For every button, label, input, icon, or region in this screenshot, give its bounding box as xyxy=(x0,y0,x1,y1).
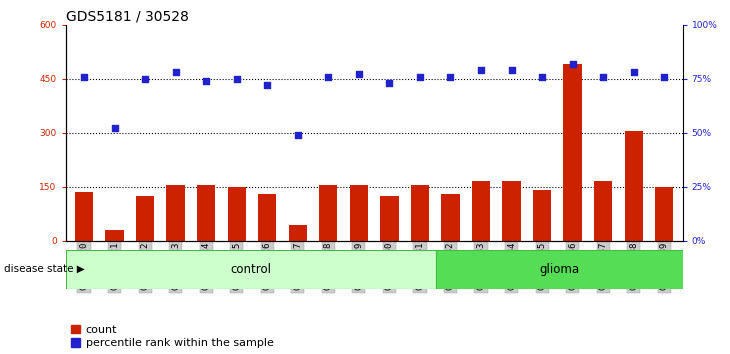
Point xyxy=(658,74,670,79)
Bar xyxy=(166,185,185,241)
Text: GDS5181 / 30528: GDS5181 / 30528 xyxy=(66,10,188,24)
Bar xyxy=(75,192,93,241)
Bar xyxy=(288,224,307,241)
Bar xyxy=(533,190,551,241)
Text: control: control xyxy=(230,263,272,275)
Bar xyxy=(228,187,246,241)
Point xyxy=(170,69,182,75)
Point xyxy=(628,69,639,75)
Bar xyxy=(319,185,337,241)
Point xyxy=(475,67,487,73)
Bar xyxy=(442,194,460,241)
Point xyxy=(597,74,609,79)
Bar xyxy=(625,131,643,241)
Point xyxy=(323,74,334,79)
Text: glioma: glioma xyxy=(539,263,579,275)
Point xyxy=(537,74,548,79)
Point xyxy=(109,126,120,131)
Point xyxy=(414,74,426,79)
Text: disease state ▶: disease state ▶ xyxy=(4,264,85,274)
Bar xyxy=(411,185,429,241)
Point xyxy=(445,74,456,79)
Bar xyxy=(350,185,368,241)
Bar xyxy=(105,230,123,241)
Point xyxy=(383,80,395,86)
Point xyxy=(231,76,242,81)
Point xyxy=(506,67,518,73)
Point xyxy=(261,82,273,88)
Bar xyxy=(594,181,612,241)
Bar xyxy=(380,196,399,241)
Bar xyxy=(502,181,520,241)
Point xyxy=(566,61,578,67)
Bar xyxy=(472,181,490,241)
Bar xyxy=(136,196,154,241)
Point xyxy=(200,78,212,84)
Legend: count, percentile rank within the sample: count, percentile rank within the sample xyxy=(72,325,274,348)
Point xyxy=(353,72,365,77)
Bar xyxy=(258,194,277,241)
Bar xyxy=(655,187,673,241)
Point xyxy=(139,76,151,81)
Point xyxy=(292,132,304,138)
Point xyxy=(78,74,90,79)
Bar xyxy=(436,250,683,289)
Bar xyxy=(66,250,436,289)
Bar xyxy=(564,64,582,241)
Bar xyxy=(197,185,215,241)
